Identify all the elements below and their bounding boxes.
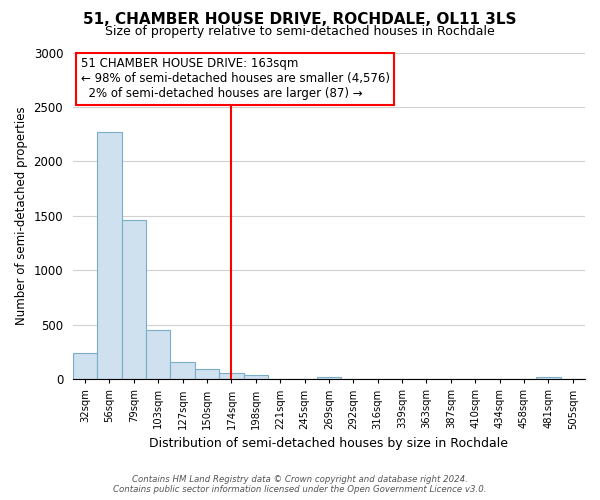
X-axis label: Distribution of semi-detached houses by size in Rochdale: Distribution of semi-detached houses by … bbox=[149, 437, 508, 450]
Bar bbox=[195, 369, 219, 380]
Text: Size of property relative to semi-detached houses in Rochdale: Size of property relative to semi-detach… bbox=[105, 25, 495, 38]
Bar bbox=[317, 376, 341, 380]
Bar bbox=[536, 376, 560, 380]
Y-axis label: Number of semi-detached properties: Number of semi-detached properties bbox=[15, 106, 28, 325]
Text: 51, CHAMBER HOUSE DRIVE, ROCHDALE, OL11 3LS: 51, CHAMBER HOUSE DRIVE, ROCHDALE, OL11 … bbox=[83, 12, 517, 28]
Bar bbox=[170, 362, 195, 380]
Bar bbox=[219, 374, 244, 380]
Text: Contains HM Land Registry data © Crown copyright and database right 2024.
Contai: Contains HM Land Registry data © Crown c… bbox=[113, 474, 487, 494]
Bar bbox=[73, 352, 97, 380]
Bar bbox=[146, 330, 170, 380]
Bar bbox=[244, 376, 268, 380]
Bar bbox=[122, 220, 146, 380]
Bar bbox=[97, 132, 122, 380]
Text: 51 CHAMBER HOUSE DRIVE: 163sqm
← 98% of semi-detached houses are smaller (4,576): 51 CHAMBER HOUSE DRIVE: 163sqm ← 98% of … bbox=[80, 58, 389, 100]
